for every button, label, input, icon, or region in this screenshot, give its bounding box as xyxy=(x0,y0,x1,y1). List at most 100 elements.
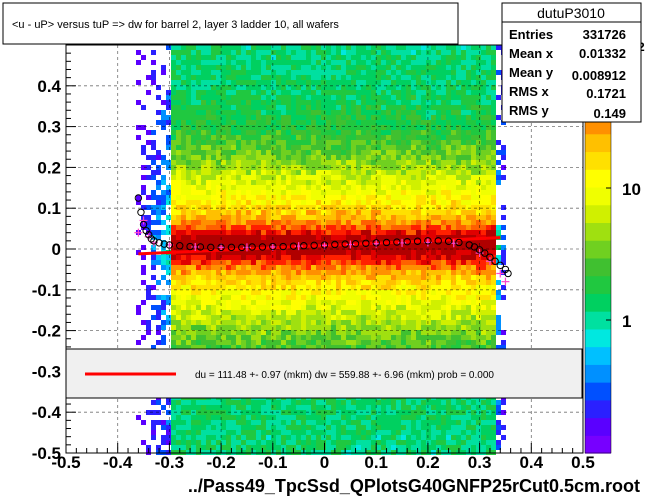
heatmap-cell xyxy=(231,210,236,215)
heatmap-cell xyxy=(451,65,456,70)
heatmap-cell xyxy=(346,170,351,175)
heatmap-cell xyxy=(411,150,416,155)
heatmap-cell xyxy=(336,295,341,300)
heatmap-cell xyxy=(231,120,236,125)
heatmap-cell xyxy=(231,70,236,75)
heatmap-cell xyxy=(226,335,231,340)
heatmap-cell xyxy=(351,250,356,255)
heatmap-cell xyxy=(411,285,416,290)
heatmap-cell xyxy=(351,105,356,110)
heatmap-cell xyxy=(306,210,311,215)
heatmap-cell xyxy=(206,420,211,425)
heatmap-cell xyxy=(161,70,166,75)
heatmap-cell xyxy=(421,415,426,420)
heatmap-cell xyxy=(291,335,296,340)
heatmap-cell xyxy=(236,215,241,220)
heatmap-cell xyxy=(246,110,251,115)
heatmap-cell xyxy=(431,80,436,85)
heatmap-cell xyxy=(421,90,426,95)
heatmap-cell xyxy=(276,170,281,175)
heatmap-cell xyxy=(241,115,246,120)
heatmap-cell xyxy=(251,65,256,70)
heatmap-cell xyxy=(341,185,346,190)
heatmap-cell xyxy=(181,205,186,210)
heatmap-cell xyxy=(241,60,246,65)
heatmap-cell xyxy=(251,180,256,185)
heatmap-cell xyxy=(226,120,231,125)
heatmap-cell xyxy=(211,55,216,60)
heatmap-cell xyxy=(371,190,376,195)
heatmap-cell xyxy=(296,185,301,190)
heatmap-cell xyxy=(401,155,406,160)
heatmap-cell xyxy=(256,55,261,60)
heatmap-cell xyxy=(366,405,371,410)
heatmap-cell xyxy=(376,305,381,310)
heatmap-cell xyxy=(431,205,436,210)
heatmap-cell xyxy=(221,280,226,285)
heatmap-cell xyxy=(351,65,356,70)
heatmap-cell xyxy=(226,280,231,285)
heatmap-cell xyxy=(291,210,296,215)
heatmap-cell xyxy=(156,210,161,215)
heatmap-cell xyxy=(221,340,226,345)
heatmap-cell xyxy=(261,155,266,160)
heatmap-cell xyxy=(231,280,236,285)
heatmap-cell xyxy=(266,265,271,270)
heatmap-cell xyxy=(441,105,446,110)
heatmap-cell xyxy=(286,125,291,130)
heatmap-cell xyxy=(381,290,386,295)
heatmap-cell xyxy=(291,80,296,85)
heatmap-cell xyxy=(426,435,431,440)
heatmap-cell xyxy=(151,140,156,145)
heatmap-cell xyxy=(246,215,251,220)
heatmap-cell xyxy=(446,250,451,255)
heatmap-cell xyxy=(216,290,221,295)
heatmap-cell xyxy=(331,405,336,410)
heatmap-cell xyxy=(251,200,256,205)
heatmap-cell xyxy=(331,175,336,180)
heatmap-cell xyxy=(296,425,301,430)
heatmap-cell xyxy=(186,120,191,125)
heatmap-cell xyxy=(271,160,276,165)
heatmap-cell xyxy=(316,335,321,340)
heatmap-cell xyxy=(166,105,171,110)
heatmap-cell xyxy=(261,80,266,85)
heatmap-cell xyxy=(461,60,466,65)
heatmap-cell xyxy=(206,140,211,145)
heatmap-cell xyxy=(226,320,231,325)
heatmap-cell xyxy=(276,250,281,255)
heatmap-cell xyxy=(371,280,376,285)
heatmap-cell xyxy=(186,90,191,95)
heatmap-cell xyxy=(326,230,331,235)
heatmap-cell xyxy=(336,90,341,95)
heatmap-cell xyxy=(231,345,236,350)
heatmap-cell xyxy=(356,245,361,250)
heatmap-cell xyxy=(296,435,301,440)
heatmap-cell xyxy=(316,415,321,420)
heatmap-cell xyxy=(346,285,351,290)
heatmap-cell xyxy=(446,320,451,325)
heatmap-cell xyxy=(191,325,196,330)
heatmap-cell xyxy=(271,435,276,440)
heatmap-cell xyxy=(431,130,436,135)
heatmap-cell xyxy=(171,435,176,440)
heatmap-cell xyxy=(161,265,166,270)
heatmap-cell xyxy=(381,440,386,445)
heatmap-cell xyxy=(416,100,421,105)
heatmap-cell xyxy=(181,185,186,190)
heatmap-cell xyxy=(211,275,216,280)
heatmap-cell xyxy=(276,185,281,190)
heatmap-cell xyxy=(261,215,266,220)
heatmap-cell xyxy=(161,295,166,300)
heatmap-cell xyxy=(306,50,311,55)
heatmap-cell xyxy=(286,170,291,175)
heatmap-cell xyxy=(321,65,326,70)
heatmap-cell xyxy=(141,420,146,425)
heatmap-cell xyxy=(396,290,401,295)
heatmap-cell xyxy=(191,100,196,105)
heatmap-cell xyxy=(321,135,326,140)
heatmap-cell xyxy=(421,175,426,180)
heatmap-cell xyxy=(291,55,296,60)
heatmap-cell xyxy=(261,345,266,350)
heatmap-cell xyxy=(261,325,266,330)
